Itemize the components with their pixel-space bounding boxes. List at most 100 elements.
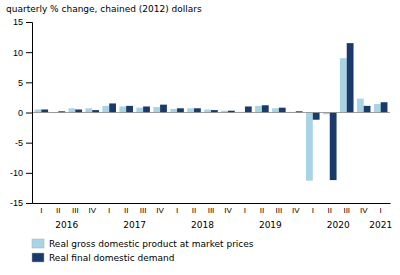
x-tick-label: IV <box>292 206 300 215</box>
legend-item: Real final domestic demand <box>32 253 175 263</box>
x-axis: IIIIIIIVIIIIIIIVIIIIIIIVIIIIIIIVIIIIIIIV… <box>33 203 391 215</box>
x-tick: II <box>260 203 264 215</box>
x-tick-label: II <box>192 206 196 215</box>
bar <box>330 113 337 181</box>
bar <box>255 106 262 113</box>
x-tick-label: I <box>40 206 42 215</box>
bar <box>272 108 279 112</box>
x-tick: II <box>124 203 128 215</box>
x-tick: III <box>208 203 215 215</box>
year-label: 2019 <box>259 220 282 230</box>
y-tick-label: -15 <box>10 198 23 208</box>
plot: -15-10-5051015IIIIIIIVIIIIIIIVIIIIIIIVII… <box>10 17 392 230</box>
bar <box>347 43 354 112</box>
x-tick-label: I <box>244 206 246 215</box>
bar <box>245 106 252 112</box>
y-tick: 0 <box>18 108 32 118</box>
x-tick: III <box>276 203 283 215</box>
y-tick-label: 0 <box>18 108 23 118</box>
x-tick-label: III <box>72 206 79 215</box>
legend-swatch <box>32 239 44 248</box>
bar <box>68 108 75 112</box>
x-tick: I <box>108 203 110 215</box>
bar <box>153 107 160 112</box>
x-tick: IV <box>156 203 164 215</box>
x-tick: III <box>343 203 350 215</box>
x-tick: IV <box>88 203 96 215</box>
x-tick-label: IV <box>88 206 96 215</box>
x-tick-label: III <box>208 206 215 215</box>
y-tick: -15 <box>10 198 32 208</box>
y-axis-line <box>26 23 33 204</box>
x-tick: II <box>192 203 196 215</box>
legend-label: Real gross domestic product at market pr… <box>49 239 254 249</box>
bar <box>177 108 184 112</box>
y-tick: 5 <box>18 78 32 88</box>
zero-line <box>32 112 390 113</box>
year-label: 2017 <box>123 220 146 230</box>
bar <box>170 109 177 113</box>
bar <box>381 102 388 112</box>
x-tick-label: II <box>328 206 332 215</box>
bar <box>364 106 371 113</box>
bar <box>136 108 143 113</box>
x-tick-label: I <box>176 206 178 215</box>
y-tick-mark <box>26 203 32 204</box>
x-tick: I <box>380 203 382 215</box>
x-tick: I <box>312 203 314 215</box>
y-axis-title: quarterly % change, chained (2012) dolla… <box>6 4 202 14</box>
bar <box>340 58 347 112</box>
y-tick-mark <box>26 52 32 53</box>
y-tick-mark <box>26 173 32 174</box>
bar <box>194 108 201 112</box>
bar <box>102 106 109 113</box>
bar <box>160 105 167 113</box>
bar <box>143 106 150 112</box>
bar <box>109 103 116 112</box>
x-tick: IV <box>292 203 300 215</box>
x-tick-label: IV <box>360 206 368 215</box>
y-tick-mark <box>26 82 32 83</box>
x-tick: II <box>328 203 332 215</box>
bar <box>35 109 42 112</box>
bar <box>313 113 320 120</box>
x-tick-label: III <box>140 206 147 215</box>
x-tick: IV <box>224 203 232 215</box>
x-tick-label: IV <box>224 206 232 215</box>
y-tick-label: 15 <box>13 17 23 27</box>
x-tick: I <box>244 203 246 215</box>
y-axis: -15 -10 -5 0 5 10 15 <box>10 17 33 208</box>
year-label: 2018 <box>191 220 214 230</box>
bar <box>306 113 313 181</box>
x-tick-label: II <box>56 206 60 215</box>
bar <box>357 99 364 113</box>
y-tick: 10 <box>13 48 32 58</box>
x-axis-line <box>33 203 391 204</box>
y-tick-label: 5 <box>18 78 23 88</box>
x-tick-label: I <box>380 206 382 215</box>
year-label: 2021 <box>369 220 392 230</box>
x-tick-label: III <box>276 206 283 215</box>
bar <box>262 105 269 112</box>
y-tick: -10 <box>10 168 32 178</box>
y-tick-mark <box>26 113 32 114</box>
bar <box>374 104 381 112</box>
x-tick: III <box>72 203 79 215</box>
bar <box>75 109 82 112</box>
x-tick-label: I <box>312 206 314 215</box>
x-tick: IV <box>360 203 368 215</box>
year-label: 2016 <box>55 220 78 230</box>
bar <box>119 106 126 112</box>
x-tick: III <box>140 203 147 215</box>
bars <box>32 43 390 181</box>
x-tick: II <box>56 203 60 215</box>
y-tick-label: -10 <box>10 168 23 178</box>
legend-label: Real final domestic demand <box>49 253 175 263</box>
year-label: 2020 <box>327 220 350 230</box>
bar-series <box>41 43 387 180</box>
y-tick-label: -5 <box>15 138 23 148</box>
bar <box>41 109 48 112</box>
y-tick-label: 10 <box>13 48 23 58</box>
bar <box>204 109 211 112</box>
legend-item: Real gross domestic product at market pr… <box>32 239 254 249</box>
